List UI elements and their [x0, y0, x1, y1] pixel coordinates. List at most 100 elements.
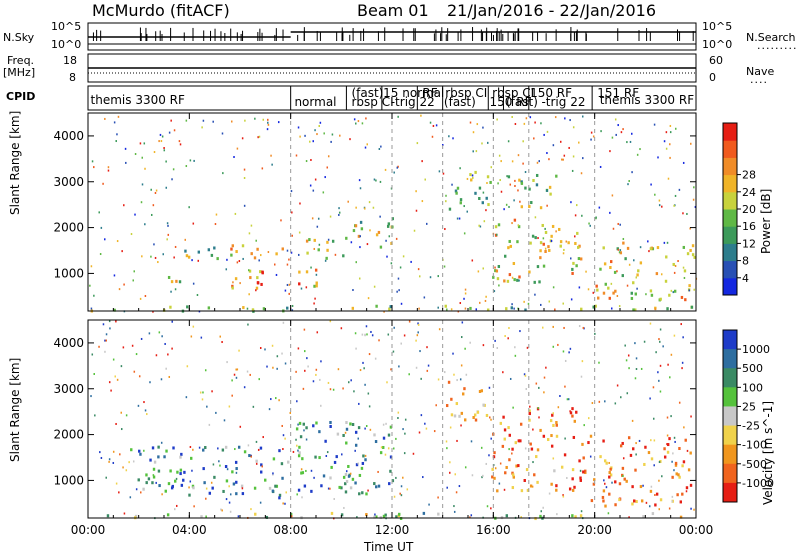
echo-cell	[536, 448, 540, 452]
echo-cell	[297, 488, 301, 492]
echo-cell	[633, 499, 636, 503]
echo-speck	[297, 253, 300, 256]
echo-speck	[165, 186, 168, 189]
echo-cell	[184, 249, 187, 253]
echo-cell	[639, 261, 643, 265]
echo-cell	[599, 267, 602, 271]
echo-cell	[587, 441, 590, 445]
echo-cell	[305, 239, 309, 243]
echo-cell	[663, 455, 667, 459]
echo-speck	[524, 171, 527, 174]
echo-cell	[574, 515, 577, 519]
echo-cell	[271, 489, 275, 493]
echo-cell	[679, 515, 683, 519]
echo-cell	[535, 455, 538, 459]
echo-cell	[310, 489, 313, 493]
echo-speck	[392, 350, 395, 353]
echo-speck	[270, 154, 272, 157]
echo-speck	[649, 397, 651, 400]
echo-speck	[518, 279, 520, 282]
echo-speck	[280, 219, 282, 222]
velocity-cbar-label-wrap: Velocity [m s^-1]	[761, 401, 775, 505]
echo-cell	[235, 492, 238, 496]
echo-cell	[643, 462, 646, 466]
echo-speck	[284, 362, 287, 365]
echo-cell	[275, 484, 279, 488]
echo-cell	[559, 244, 562, 248]
echo-cell	[391, 217, 394, 221]
sky-tick-bottom: 10^0	[51, 38, 82, 51]
echo-speck	[514, 184, 516, 187]
echo-speck	[109, 327, 111, 330]
echo-cell	[550, 444, 554, 448]
echo-cell	[211, 486, 214, 490]
echo-cell	[280, 462, 284, 466]
echo-speck	[538, 416, 540, 419]
echo-speck	[583, 424, 585, 427]
echo-cell	[301, 457, 304, 461]
echo-cell	[387, 433, 391, 437]
echo-speck	[212, 120, 214, 123]
echo-cell	[528, 205, 531, 209]
echo-speck	[502, 371, 504, 374]
echo-speck	[226, 468, 229, 471]
echo-speck	[464, 307, 467, 310]
echo-speck	[247, 444, 250, 447]
echo-speck	[102, 182, 104, 185]
echo-cell	[519, 439, 522, 443]
echo-speck	[163, 149, 166, 152]
echo-speck	[471, 174, 474, 177]
echo-cell	[686, 252, 690, 256]
echo-speck	[670, 289, 673, 292]
echo-speck	[219, 464, 221, 467]
echo-cell	[202, 467, 205, 471]
echo-speck	[562, 252, 565, 255]
echo-cell	[514, 441, 517, 445]
echo-cell	[278, 496, 281, 500]
echo-speck	[446, 486, 448, 489]
echo-cell	[493, 476, 496, 480]
echo-speck	[380, 145, 382, 148]
echo-speck	[677, 260, 679, 263]
echo-cell	[344, 482, 347, 486]
echo-speck	[359, 235, 361, 238]
echo-speck	[443, 371, 446, 374]
echo-speck	[517, 189, 519, 192]
echo-speck	[202, 119, 205, 122]
echo-speck	[368, 353, 371, 356]
echo-speck	[548, 492, 551, 495]
cpid-label-text: (fast)	[444, 95, 476, 109]
echo-cell	[188, 493, 191, 497]
echo-cell	[232, 482, 236, 486]
cpid-label-text: 150 RF	[530, 86, 572, 100]
echo-speck	[373, 285, 376, 288]
echo-speck	[552, 345, 555, 348]
echo-cell	[235, 250, 238, 254]
echo-speck	[141, 183, 144, 186]
nsearch-dots: ·········	[757, 42, 798, 55]
echo-cell	[519, 422, 523, 426]
echo-speck	[382, 423, 385, 426]
echo-cell	[349, 486, 353, 490]
echo-speck	[485, 462, 488, 465]
echo-speck	[304, 369, 306, 372]
echo-speck	[108, 460, 110, 463]
echo-speck	[622, 457, 625, 460]
echo-cell	[360, 227, 364, 231]
echo-speck	[152, 474, 155, 477]
echo-speck	[443, 265, 446, 268]
echo-cell	[659, 297, 662, 301]
echo-cell	[345, 427, 349, 431]
echo-speck	[663, 140, 666, 143]
echo-speck	[248, 293, 250, 296]
cpid-label-text: (fast)	[506, 95, 538, 109]
echo-speck	[189, 480, 192, 483]
echo-speck	[137, 404, 140, 407]
echo-speck	[208, 423, 211, 426]
echo-speck	[511, 303, 513, 306]
echo-cell	[551, 413, 554, 417]
echo-speck	[653, 123, 656, 126]
echo-cell	[398, 512, 401, 516]
echo-speck	[385, 239, 387, 242]
echo-cell	[158, 484, 161, 488]
